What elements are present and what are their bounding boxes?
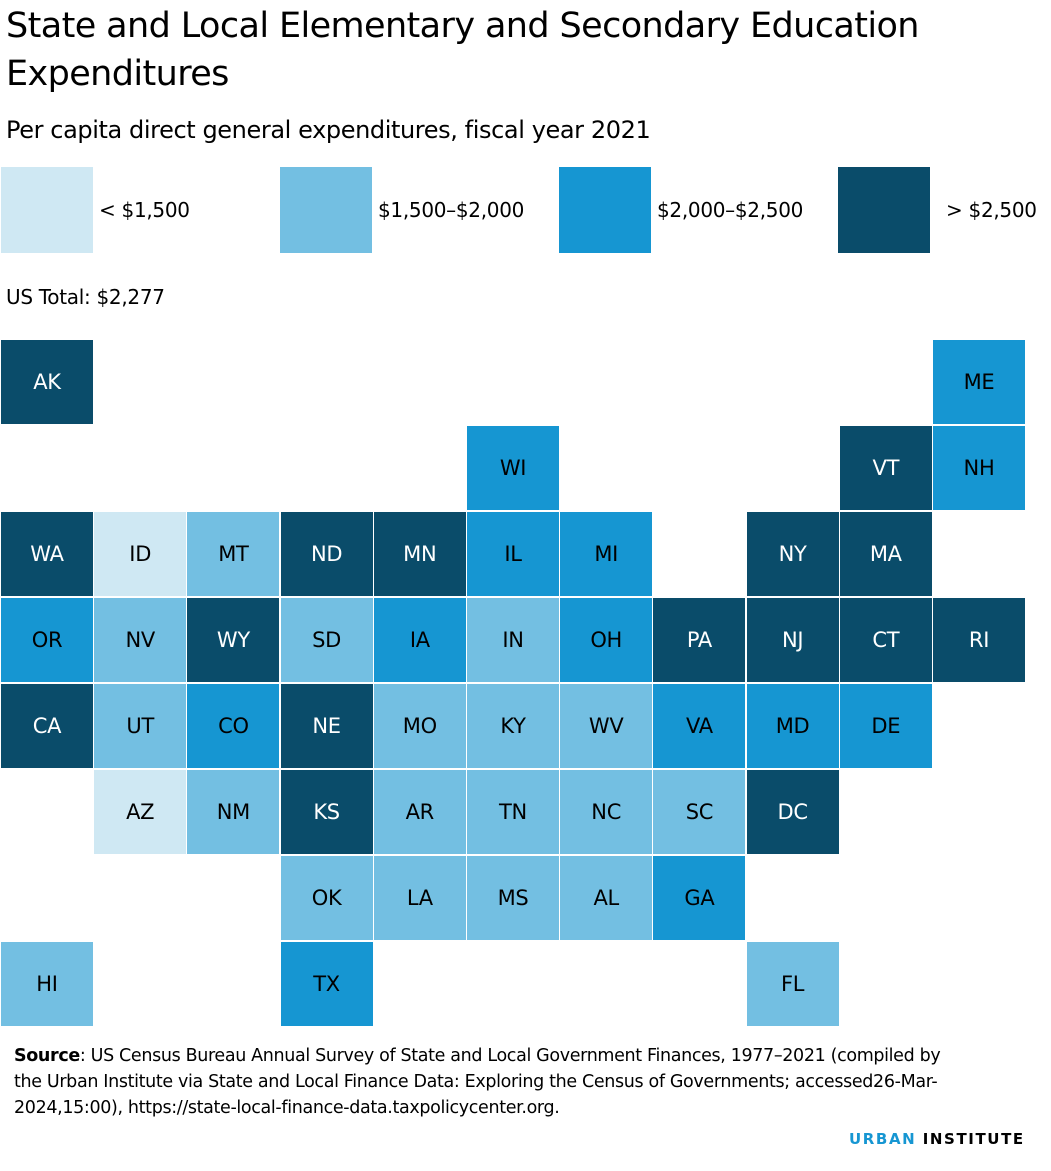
urban-institute-logo: URBAN INSTITUTE <box>849 1129 1039 1149</box>
state-tile-tn: TN <box>467 770 559 854</box>
source-text: : US Census Bureau Annual Survey of Stat… <box>14 1046 941 1118</box>
state-tile-ny: NY <box>746 512 839 596</box>
legend-swatch-2000-2500 <box>559 167 651 253</box>
state-tile-nj: NJ <box>746 598 839 682</box>
state-tile-ut: UT <box>94 684 187 768</box>
state-tile-pa: PA <box>653 598 746 682</box>
brand-institute: INSTITUTE <box>922 1130 1025 1148</box>
state-tile-or: OR <box>1 598 93 682</box>
state-tile-in: IN <box>467 598 559 682</box>
state-tile-wv: WV <box>560 684 653 768</box>
state-tile-de: DE <box>839 684 932 768</box>
legend-label-2000-2500: $2,000–$2,500 <box>657 198 804 222</box>
legend-label-over-2500: > $2,500 <box>946 198 1037 222</box>
state-tile-co: CO <box>187 684 280 768</box>
state-tile-il: IL <box>467 512 559 596</box>
source-label: Source <box>14 1046 80 1066</box>
state-tile-md: MD <box>746 684 839 768</box>
chart-title: State and Local Elementary and Secondary… <box>6 6 919 94</box>
state-tile-la: LA <box>373 856 466 940</box>
source-note: Source: US Census Bureau Annual Survey o… <box>14 1043 954 1121</box>
state-tile-fl: FL <box>746 942 839 1026</box>
state-tile-nv: NV <box>94 598 187 682</box>
state-tile-va: VA <box>653 684 746 768</box>
state-tile-ct: CT <box>839 598 932 682</box>
state-tile-tx: TX <box>280 942 373 1026</box>
legend-swatch-over-2500 <box>838 167 930 253</box>
legend-label-under-1500: < $1,500 <box>99 198 190 222</box>
state-tile-wa: WA <box>1 512 93 596</box>
brand-urban: URBAN <box>849 1130 917 1148</box>
state-tile-ar: AR <box>373 770 466 854</box>
state-tile-ma: MA <box>839 512 932 596</box>
state-tile-hi: HI <box>1 942 93 1026</box>
state-tile-nm: NM <box>187 770 280 854</box>
state-tile-id: ID <box>94 512 187 596</box>
state-tile-ms: MS <box>467 856 559 940</box>
state-tile-ga: GA <box>653 856 746 940</box>
state-tile-ok: OK <box>280 856 373 940</box>
state-tile-ks: KS <box>280 770 373 854</box>
state-tile-mo: MO <box>373 684 466 768</box>
legend-swatch-1500-2000 <box>280 167 372 253</box>
us-total: US Total: $2,277 <box>6 285 165 309</box>
state-tile-wi: WI <box>467 426 559 510</box>
state-tile-wy: WY <box>187 598 280 682</box>
chart-subtitle: Per capita direct general expenditures, … <box>6 116 651 144</box>
state-tile-me: ME <box>933 340 1025 424</box>
state-tile-nh: NH <box>933 426 1025 510</box>
state-tile-ak: AK <box>1 340 93 424</box>
state-tile-ri: RI <box>933 598 1025 682</box>
state-tile-sd: SD <box>280 598 373 682</box>
legend-label-1500-2000: $1,500–$2,000 <box>378 198 525 222</box>
state-tile-az: AZ <box>94 770 187 854</box>
state-tile-ca: CA <box>1 684 93 768</box>
legend-swatch-under-1500 <box>1 167 93 253</box>
state-tile-ne: NE <box>280 684 373 768</box>
state-tile-dc: DC <box>746 770 839 854</box>
state-tile-vt: VT <box>839 426 932 510</box>
state-tile-nc: NC <box>560 770 653 854</box>
state-tile-oh: OH <box>560 598 653 682</box>
state-tile-al: AL <box>560 856 653 940</box>
state-tile-mt: MT <box>187 512 280 596</box>
state-tile-mn: MN <box>373 512 466 596</box>
state-tile-ia: IA <box>373 598 466 682</box>
state-tile-nd: ND <box>280 512 373 596</box>
state-tile-ky: KY <box>467 684 559 768</box>
state-tile-mi: MI <box>560 512 653 596</box>
state-tile-sc: SC <box>653 770 746 854</box>
